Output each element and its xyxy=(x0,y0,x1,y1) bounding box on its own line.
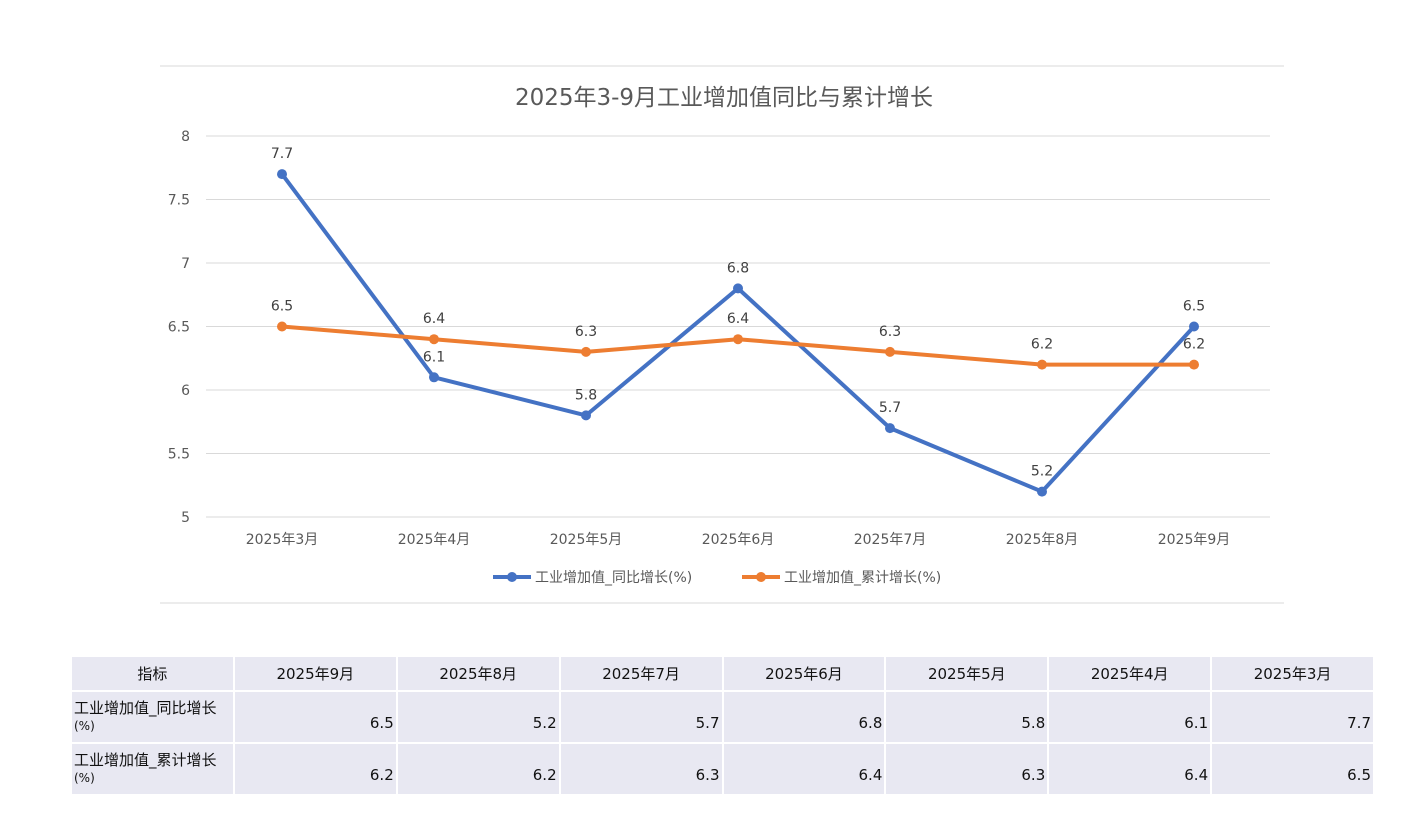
table-row-label: 工业增加值_累计增长 (%) xyxy=(70,742,235,796)
data-label: 6.5 xyxy=(271,299,293,315)
legend-marker xyxy=(507,572,517,582)
data-point xyxy=(1189,359,1199,370)
table-cell: 5.2 xyxy=(395,690,561,744)
data-label: 6.4 xyxy=(423,311,445,327)
data-label: 6.3 xyxy=(575,324,597,340)
line-chart: 2025年3-9月工业增加值同比与累计增长 5 5.5 6 6.5 7 7.5 8 2025年… xyxy=(160,65,1284,604)
data-point xyxy=(885,346,895,357)
data-label: 6.4 xyxy=(727,311,749,327)
y-tick-label: 6 xyxy=(181,383,190,399)
x-tick-label: 2025年9月 xyxy=(1158,532,1231,548)
data-point xyxy=(1037,486,1047,497)
data-label: 6.2 xyxy=(1031,337,1053,353)
row-label-main: 工业增加值_累计增长 xyxy=(74,750,217,769)
data-point xyxy=(733,283,743,294)
y-tick-label: 7.5 xyxy=(168,193,190,209)
table-cell: 6.3 xyxy=(884,742,1050,796)
table-cell: 6.8 xyxy=(721,690,887,744)
table-header-label: 指标 xyxy=(70,655,235,692)
row-label-main: 工业增加值_同比增长 xyxy=(74,698,217,717)
data-point xyxy=(885,423,895,434)
table-cell: 5.7 xyxy=(558,690,724,744)
data-label: 5.8 xyxy=(575,387,597,403)
data-point xyxy=(277,169,287,180)
data-point xyxy=(277,321,287,332)
legend-marker xyxy=(756,572,766,582)
data-label: 6.3 xyxy=(879,324,901,340)
table-row: 工业增加值_累计增长 (%) 6.2 6.2 6.3 6.4 6.3 6.4 6.5 xyxy=(70,742,1375,796)
y-tick-label: 6.5 xyxy=(168,320,190,336)
table-cell: 6.4 xyxy=(1047,742,1213,796)
table-column-header: 2025年9月 xyxy=(232,655,398,692)
x-tick-label: 2025年7月 xyxy=(854,532,927,548)
table-row-label: 工业增加值_同比增长 (%) xyxy=(70,690,235,744)
x-tick-label: 2025年3月 xyxy=(246,532,319,548)
data-point xyxy=(429,334,439,345)
data-point xyxy=(1037,359,1047,370)
data-point xyxy=(429,372,439,383)
data-label: 6.8 xyxy=(727,260,749,276)
chart-title: 2025年3-9月工业增加值同比与累计增长 xyxy=(515,85,933,111)
table-cell: 6.5 xyxy=(1210,742,1375,796)
table-cell: 6.5 xyxy=(232,690,398,744)
data-point xyxy=(1189,321,1199,332)
y-tick-label: 5.5 xyxy=(168,447,190,463)
legend-label: 工业增加值_累计增长(%) xyxy=(784,570,941,586)
table-column-header: 2025年4月 xyxy=(1047,655,1213,692)
data-label: 5.2 xyxy=(1031,464,1053,480)
data-point xyxy=(581,410,591,421)
table-column-header: 2025年3月 xyxy=(1210,655,1375,692)
table-column-header: 2025年7月 xyxy=(558,655,724,692)
x-tick-label: 2025年8月 xyxy=(1006,532,1079,548)
table-cell: 6.2 xyxy=(232,742,398,796)
data-label: 6.5 xyxy=(1183,299,1205,315)
table-cell: 7.7 xyxy=(1210,690,1375,744)
table-column-header: 2025年6月 xyxy=(721,655,887,692)
table-header-row: 指标 2025年9月 2025年8月 2025年7月 2025年6月 2025年5月 20… xyxy=(70,655,1375,692)
data-label: 6.1 xyxy=(423,349,445,365)
table-cell: 6.3 xyxy=(558,742,724,796)
table-column-header: 2025年8月 xyxy=(395,655,561,692)
x-tick-label: 2025年5月 xyxy=(550,532,623,548)
table-column-header: 2025年5月 xyxy=(884,655,1050,692)
row-label-unit: (%) xyxy=(74,718,95,733)
table-cell: 6.1 xyxy=(1047,690,1213,744)
y-tick-label: 5 xyxy=(181,510,190,526)
series-line xyxy=(280,172,1196,494)
table-cell: 6.4 xyxy=(721,742,887,796)
data-point xyxy=(733,334,743,345)
x-tick-label: 2025年6月 xyxy=(702,532,775,548)
x-tick-label: 2025年4月 xyxy=(398,532,471,548)
y-tick-label: 7 xyxy=(181,256,190,272)
table-cell: 6.2 xyxy=(395,742,561,796)
data-table: 指标 2025年9月 2025年8月 2025年7月 2025年6月 2025年5月 20… xyxy=(70,655,1375,796)
y-tick-label: 8 xyxy=(181,129,190,145)
data-label: 7.7 xyxy=(271,146,293,162)
row-label-unit: (%) xyxy=(74,770,95,785)
data-label: 6.2 xyxy=(1183,337,1205,353)
data-label: 5.7 xyxy=(879,400,901,416)
legend-label: 工业增加值_同比增长(%) xyxy=(535,570,692,586)
table-cell: 5.8 xyxy=(884,690,1050,744)
data-point xyxy=(581,346,591,357)
table-row: 工业增加值_同比增长 (%) 6.5 5.2 5.7 6.8 5.8 6.1 7.7 xyxy=(70,690,1375,744)
